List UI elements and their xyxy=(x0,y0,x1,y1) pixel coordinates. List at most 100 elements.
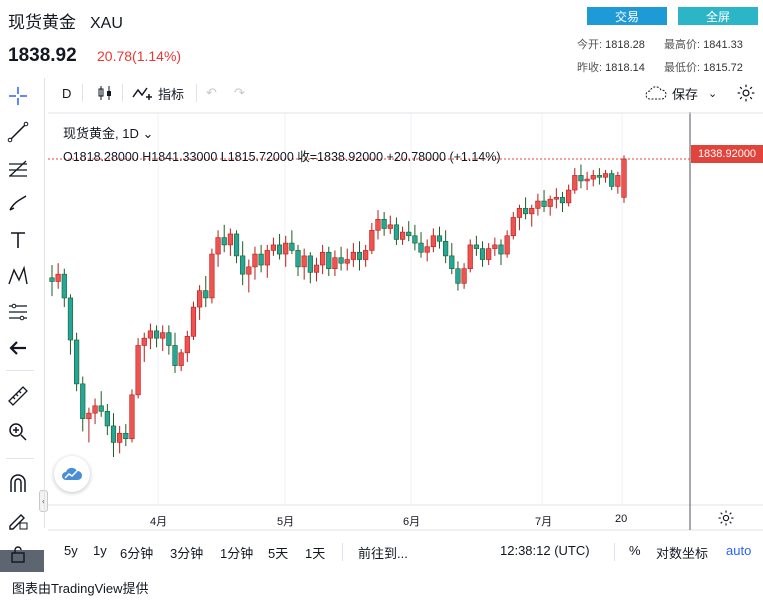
candle-down xyxy=(307,255,313,273)
lock-icon[interactable] xyxy=(4,540,32,568)
goto-date-button[interactable]: 前往到... xyxy=(358,546,408,561)
prediction-icon[interactable] xyxy=(4,298,32,326)
candle-down xyxy=(276,244,283,255)
auto-scale-toggle[interactable]: auto xyxy=(726,543,752,558)
ruler-icon[interactable] xyxy=(4,382,32,410)
interval-button[interactable]: D xyxy=(62,85,72,101)
range-5y[interactable]: 5y xyxy=(64,543,78,558)
arrow-left-icon[interactable] xyxy=(4,334,32,362)
x-tick-20: 20 xyxy=(615,513,628,525)
candle-up xyxy=(147,330,154,339)
candle-down xyxy=(418,242,424,253)
candle-up xyxy=(141,337,147,346)
trade-button[interactable]: 交易 xyxy=(587,7,667,25)
candle-down xyxy=(393,224,400,240)
candle-up xyxy=(363,250,369,260)
tradingview-logo-button[interactable] xyxy=(54,456,90,492)
scroll-handle[interactable] xyxy=(0,550,44,572)
candle-down xyxy=(449,255,455,269)
range-3min[interactable]: 3分钟 xyxy=(170,546,204,561)
instrument-title: 现货黄金 XAU xyxy=(8,8,123,33)
candle-down xyxy=(609,173,615,187)
candle-up xyxy=(375,219,381,231)
x-tick-jun: 6月 xyxy=(403,516,421,528)
text-tool-icon[interactable] xyxy=(4,226,32,254)
candle-down xyxy=(455,268,461,284)
candle-down xyxy=(356,251,363,260)
trend-line-icon[interactable] xyxy=(4,118,32,146)
fullscreen-button[interactable]: 全屏 xyxy=(678,7,758,25)
candle-down xyxy=(123,432,129,440)
candle-down xyxy=(153,330,160,339)
toolbar-divider xyxy=(6,458,34,459)
crosshair-icon[interactable] xyxy=(4,82,32,110)
legend-ohlc: O1818.28000 H1841.33000 L1815.72000 收=18… xyxy=(63,150,501,164)
candle-up xyxy=(369,229,375,251)
candle-up xyxy=(197,290,203,308)
candle-up xyxy=(504,235,510,255)
candle-up xyxy=(584,178,590,182)
candle-down xyxy=(289,242,295,251)
range-5d[interactable]: 5天 xyxy=(268,546,289,561)
candle-up xyxy=(227,233,233,246)
clock-time[interactable]: 12:38:12 (UTC) xyxy=(500,543,590,558)
candle-up xyxy=(55,273,61,282)
settings-gear-icon[interactable] xyxy=(736,78,756,108)
candle-down xyxy=(522,208,529,215)
percent-toggle[interactable]: % xyxy=(629,543,641,558)
price-change: 20.78(1.14%) xyxy=(97,48,182,64)
candle-down xyxy=(498,244,504,255)
save-label: 保存 xyxy=(672,86,699,102)
candle-up xyxy=(350,251,356,260)
chevron-down-icon[interactable]: ⌄ xyxy=(142,126,154,141)
save-button[interactable]: 保存 ⌄ xyxy=(644,78,717,108)
stat-prevclose-value: 1818.14 xyxy=(605,62,645,74)
range-1min[interactable]: 1分钟 xyxy=(220,546,254,561)
indicators-button[interactable]: 指标 xyxy=(132,78,184,108)
collapse-toolbar-button[interactable]: ‹ xyxy=(39,490,48,512)
chevron-down-icon[interactable]: ⌄ xyxy=(708,87,718,100)
candle-up xyxy=(117,432,123,443)
toolbar-divider xyxy=(122,84,123,102)
log-scale-toggle[interactable]: 对数坐标 xyxy=(656,546,709,561)
candle-down xyxy=(479,248,486,260)
zoom-in-icon[interactable] xyxy=(4,418,32,446)
candle-down xyxy=(596,175,602,178)
stat-high-value: 1841.33 xyxy=(703,39,743,51)
magnet-icon[interactable] xyxy=(4,470,32,498)
candle-up xyxy=(430,235,436,248)
candle-up xyxy=(553,197,559,200)
instrument-name: 现货黄金 xyxy=(8,13,76,32)
candle-down xyxy=(110,425,117,443)
candle-up xyxy=(215,237,221,255)
candle-down xyxy=(172,345,178,366)
redo-icon[interactable]: ↷ xyxy=(234,85,245,100)
toolbar-divider xyxy=(196,84,197,102)
range-1d[interactable]: 1天 xyxy=(305,546,326,561)
gear-icon[interactable] xyxy=(717,509,735,532)
range-6min[interactable]: 6分钟 xyxy=(120,546,154,561)
pattern-icon[interactable] xyxy=(4,262,32,290)
candle-down xyxy=(74,339,80,385)
candle-down xyxy=(578,175,584,182)
stat-prevclose: 昨收: 1818.14 xyxy=(577,59,645,75)
stat-high-label: 最高价: xyxy=(664,39,701,51)
candle-down xyxy=(67,297,74,341)
footer-attribution[interactable]: 图表由TradingView提供 xyxy=(12,581,149,596)
candle-type-icon[interactable] xyxy=(96,78,114,108)
lock-pencil-icon[interactable] xyxy=(4,506,32,534)
legend-title[interactable]: 现货黄金, 1D ⌄ xyxy=(63,123,153,142)
brush-icon[interactable] xyxy=(4,190,32,218)
candle-down xyxy=(233,233,240,257)
candle-up xyxy=(572,175,578,191)
candle-up xyxy=(86,412,92,419)
candle-down xyxy=(295,250,301,268)
fib-retracement-icon[interactable] xyxy=(4,154,32,182)
candle-up xyxy=(301,255,307,268)
undo-icon[interactable]: ↶ xyxy=(206,85,217,100)
candle-up xyxy=(399,231,406,240)
range-1y[interactable]: 1y xyxy=(93,543,107,558)
candle-down xyxy=(559,197,566,204)
candle-up xyxy=(160,332,166,339)
